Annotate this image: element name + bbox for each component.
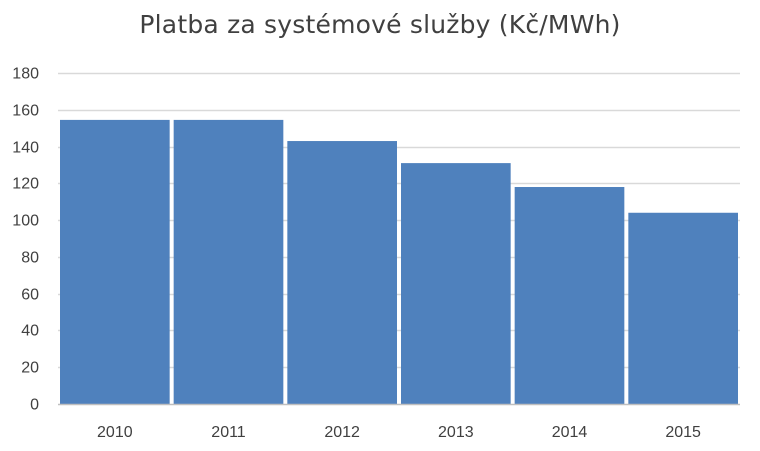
bar-2013 <box>401 163 511 404</box>
bars <box>60 119 738 405</box>
y-tick-label: 100 <box>12 213 39 230</box>
bar-2010 <box>60 119 170 405</box>
y-axis-tick-labels: 0 20 40 60 80 100 120 140 160 180 <box>12 66 39 414</box>
bar-2014 <box>514 187 625 404</box>
bar-2015 <box>628 212 738 404</box>
y-tick-label: 120 <box>12 176 39 193</box>
chart-title: Platba za systémové služby (Kč/MWh) <box>139 10 621 39</box>
y-tick-label: 80 <box>21 250 39 267</box>
gridlines <box>58 72 740 369</box>
x-tick-label: 2010 <box>97 424 133 441</box>
x-tick-label: 2012 <box>324 424 360 441</box>
y-tick-label: 20 <box>21 360 39 377</box>
y-tick-label: 60 <box>21 287 39 304</box>
x-axis-tick-labels: 2010 2011 2012 2013 2014 2015 <box>97 424 701 441</box>
y-tick-label: 0 <box>30 397 39 414</box>
x-tick-label: 2015 <box>665 424 701 441</box>
y-tick-label: 180 <box>12 66 39 83</box>
y-tick-label: 40 <box>21 323 39 340</box>
bar-2012 <box>287 141 397 405</box>
x-tick-label: 2011 <box>211 424 246 441</box>
y-tick-label: 140 <box>12 140 39 157</box>
y-tick-label: 160 <box>12 103 39 120</box>
bar-2011 <box>173 119 284 405</box>
x-tick-label: 2014 <box>552 424 588 441</box>
x-tick-label: 2013 <box>438 424 474 441</box>
